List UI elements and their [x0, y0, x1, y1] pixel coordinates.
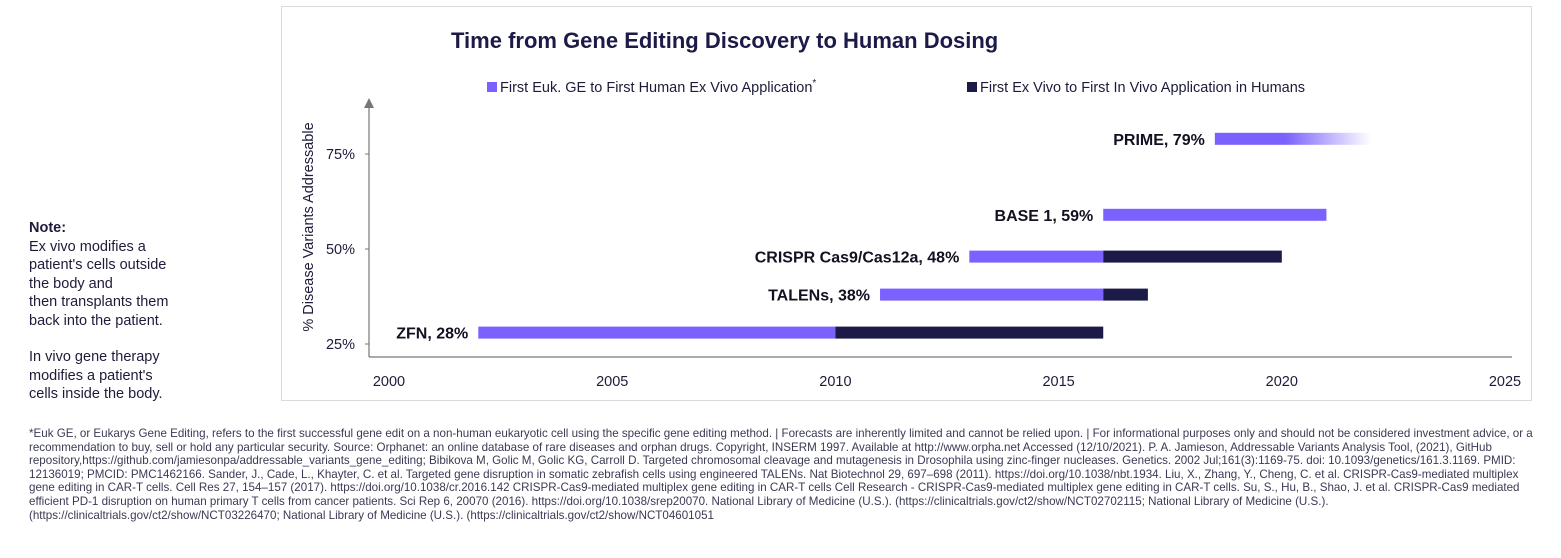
- note-ex-vivo: Ex vivo modifies a patient's cells outsi…: [29, 238, 169, 329]
- bar-ex-vivo: [1103, 208, 1327, 221]
- x-tick-label: 2010: [819, 374, 851, 390]
- bar-label: ZFN, 28%: [396, 326, 468, 343]
- legend-label-in-vivo: First Ex Vivo to First In Vivo Applicati…: [980, 80, 1305, 96]
- chart-frame: [281, 6, 1532, 401]
- legend: First Euk. GE to First Human Ex Vivo App…: [487, 78, 1305, 96]
- bar-label: BASE 1, 59%: [995, 208, 1094, 225]
- bar-in-vivo: [1103, 250, 1282, 263]
- bars: [478, 132, 1372, 339]
- y-tick-label: 25%: [326, 337, 355, 353]
- bar-ex-vivo: [969, 250, 1104, 263]
- bar-label: TALENs, 38%: [768, 288, 870, 305]
- gene-editing-timeline-chart: Time from Gene Editing Discovery to Huma…: [301, 28, 1521, 390]
- footnote: *Euk GE, or Eukarys Gene Editing, refers…: [29, 427, 1533, 522]
- note-title: Note:: [29, 220, 67, 236]
- bar-in-vivo: [835, 326, 1104, 339]
- y-axis-label: % Disease Variants Addressable: [301, 122, 317, 331]
- bar-label: CRISPR Cas9/Cas12a, 48%: [755, 250, 960, 267]
- y-tick-label: 75%: [326, 147, 355, 163]
- y-tick-label: 50%: [326, 242, 355, 258]
- bar-labels: ZFN, 28% TALENs, 38% CRISPR Cas9/Cas12a, 4…: [396, 132, 1205, 343]
- x-tick-label: 2025: [1489, 374, 1521, 390]
- x-tick-label: 2015: [1042, 374, 1074, 390]
- legend-swatch-in-vivo: [967, 82, 977, 92]
- y-axis-arrow-icon: [364, 98, 374, 108]
- bar-ex-vivo: [478, 326, 836, 339]
- chart-title: Time from Gene Editing Discovery to Huma…: [451, 28, 998, 53]
- bar-ex-vivo: [880, 288, 1104, 301]
- axes: 25% 50% 75% 2000 2005 2010 2015 2020 2025: [326, 98, 1521, 390]
- bar-label: PRIME, 79%: [1113, 132, 1205, 149]
- x-tick-label: 2005: [596, 374, 628, 390]
- note-in-vivo: In vivo gene therapy modifies a patient'…: [29, 349, 163, 402]
- x-tick-label: 2020: [1266, 374, 1298, 390]
- note-box: Note: Ex vivo modifies a patient's cells…: [29, 219, 259, 404]
- x-tick-label: 2000: [373, 374, 405, 390]
- legend-label-ex-vivo: First Euk. GE to First Human Ex Vivo App…: [500, 78, 816, 96]
- bar-ex-vivo: [1214, 132, 1372, 145]
- bar-in-vivo: [1103, 288, 1148, 301]
- legend-swatch-ex-vivo: [487, 82, 497, 92]
